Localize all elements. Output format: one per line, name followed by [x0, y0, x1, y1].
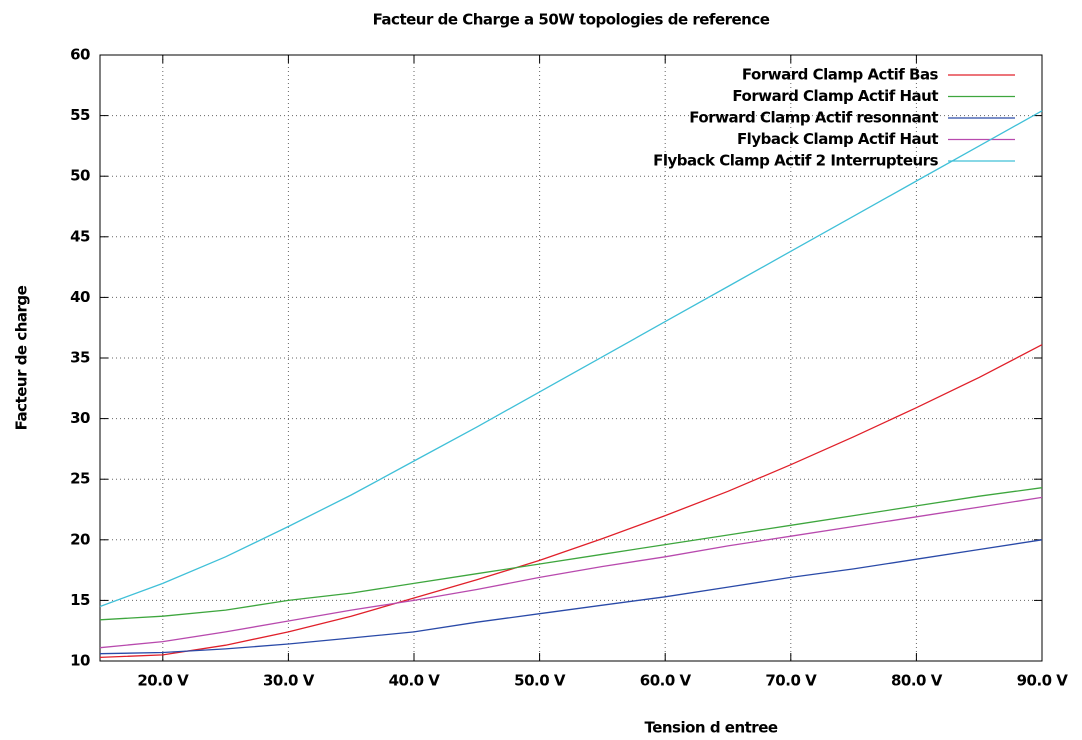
legend-label: Flyback Clamp Actif Haut	[737, 130, 938, 148]
y-tick-label: 10	[70, 652, 90, 670]
y-tick-label: 25	[70, 470, 90, 488]
y-tick-label: 35	[70, 349, 90, 367]
chart-title: Facteur de Charge a 50W topologies de re…	[373, 11, 770, 29]
y-tick-label: 60	[70, 46, 90, 64]
x-tick-label: 90.0 V	[1017, 672, 1069, 690]
legend-label: Forward Clamp Actif Bas	[742, 66, 939, 84]
y-tick-label: 40	[70, 288, 90, 306]
x-tick-label: 60.0 V	[640, 672, 692, 690]
series-line	[99, 344, 1043, 659]
series-line	[99, 539, 1043, 655]
x-tick-label: 50.0 V	[514, 672, 566, 690]
x-tick-label: 40.0 V	[389, 672, 441, 690]
y-tick-label: 50	[70, 167, 90, 185]
legend-label: Forward Clamp Actif resonnant	[689, 109, 938, 127]
y-axis-label: Facteur de charge	[13, 285, 31, 430]
x-tick-label: 30.0 V	[263, 672, 315, 690]
legend-label: Flyback Clamp Actif 2 Interrupteurs	[653, 152, 938, 170]
series-line	[99, 110, 1043, 608]
x-tick-label: 80.0 V	[891, 672, 943, 690]
legend-label: Forward Clamp Actif Haut	[732, 87, 938, 105]
y-tick-label: 30	[70, 409, 90, 427]
series-line	[99, 487, 1043, 621]
x-tick-label: 20.0 V	[137, 672, 189, 690]
y-tick-label: 15	[70, 591, 90, 609]
y-tick-label: 55	[70, 106, 90, 124]
x-axis-label: Tension d entree	[644, 719, 777, 737]
y-tick-label: 20	[70, 530, 90, 548]
y-tick-label: 45	[70, 227, 90, 245]
series-line	[99, 496, 1043, 649]
x-tick-label: 70.0 V	[765, 672, 817, 690]
plot-border	[99, 54, 1043, 662]
